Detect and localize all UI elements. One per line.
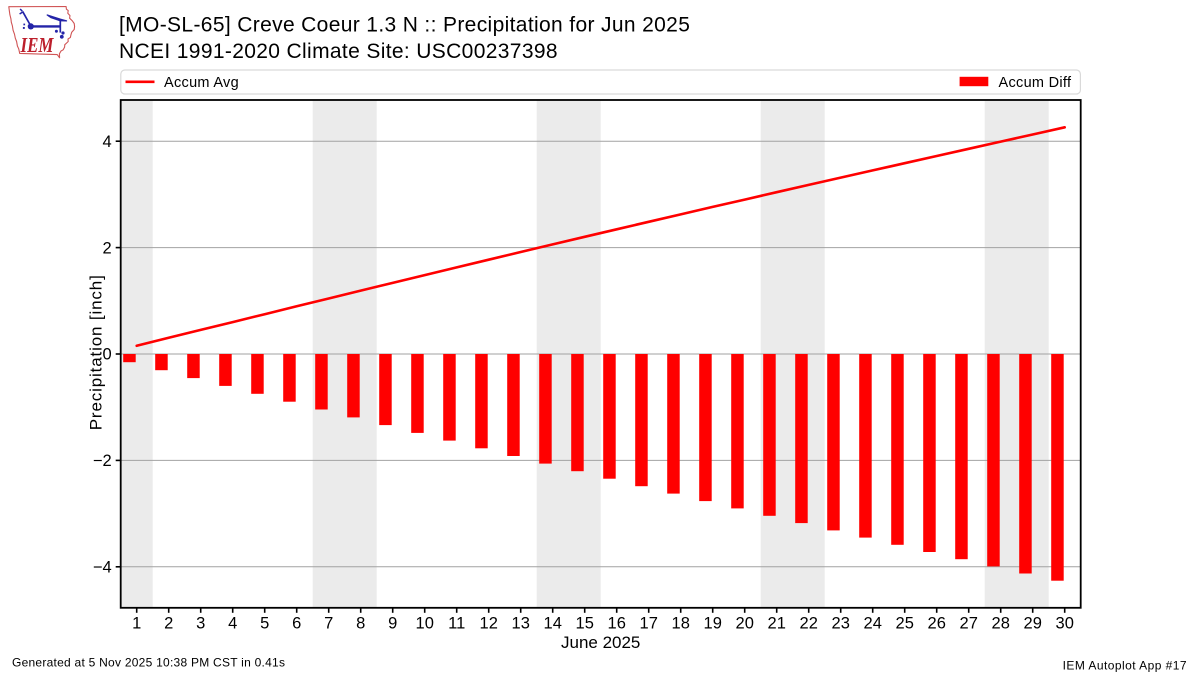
svg-text:26: 26 [928, 615, 946, 633]
svg-text:7: 7 [324, 615, 333, 633]
svg-text:Accum Avg: Accum Avg [164, 75, 239, 91]
svg-text:11: 11 [448, 615, 465, 633]
svg-text:22: 22 [800, 615, 818, 633]
svg-text:28: 28 [992, 615, 1010, 633]
svg-text:17: 17 [640, 615, 658, 633]
svg-text:−4: −4 [93, 559, 112, 577]
svg-text:29: 29 [1024, 615, 1042, 633]
svg-text:13: 13 [512, 615, 530, 633]
svg-text:30: 30 [1056, 615, 1074, 633]
svg-text:5: 5 [260, 615, 269, 633]
svg-text:Precipitation [inch]: Precipitation [inch] [87, 274, 106, 430]
svg-text:9: 9 [388, 615, 397, 633]
svg-text:Generated at 5 Nov 2025 10:38: Generated at 5 Nov 2025 10:38 PM CST in … [12, 656, 285, 670]
svg-text:25: 25 [896, 615, 914, 633]
svg-text:6: 6 [292, 615, 301, 633]
svg-text:2: 2 [164, 615, 173, 633]
svg-text:24: 24 [864, 615, 882, 633]
svg-text:14: 14 [544, 615, 562, 633]
svg-text:[MO-SL-65] Creve Coeur 1.3 N :: [MO-SL-65] Creve Coeur 1.3 N :: Precipit… [119, 14, 690, 37]
svg-text:IEM: IEM [20, 33, 55, 57]
svg-text:12: 12 [480, 615, 498, 633]
svg-text:Accum Diff: Accum Diff [999, 75, 1073, 91]
svg-text:4: 4 [228, 615, 237, 633]
svg-text:23: 23 [832, 615, 850, 633]
svg-text:10: 10 [416, 615, 434, 633]
svg-text:1: 1 [132, 615, 141, 633]
svg-text:IEM Autoplot App #17: IEM Autoplot App #17 [1063, 659, 1187, 673]
svg-text:NCEI 1991-2020 Climate Site: U: NCEI 1991-2020 Climate Site: USC00237398 [119, 40, 558, 63]
svg-text:June 2025: June 2025 [561, 633, 640, 652]
svg-text:0: 0 [103, 346, 112, 364]
svg-text:−2: −2 [93, 452, 112, 470]
svg-text:2: 2 [103, 239, 112, 257]
svg-text:21: 21 [768, 615, 786, 633]
svg-text:18: 18 [672, 615, 690, 633]
svg-text:20: 20 [736, 615, 754, 633]
svg-text:16: 16 [608, 615, 626, 633]
svg-text:3: 3 [196, 615, 205, 633]
svg-text:15: 15 [576, 615, 594, 633]
svg-text:8: 8 [356, 615, 365, 633]
svg-text:4: 4 [103, 133, 112, 151]
svg-text:27: 27 [960, 615, 978, 633]
svg-text:19: 19 [704, 615, 722, 633]
